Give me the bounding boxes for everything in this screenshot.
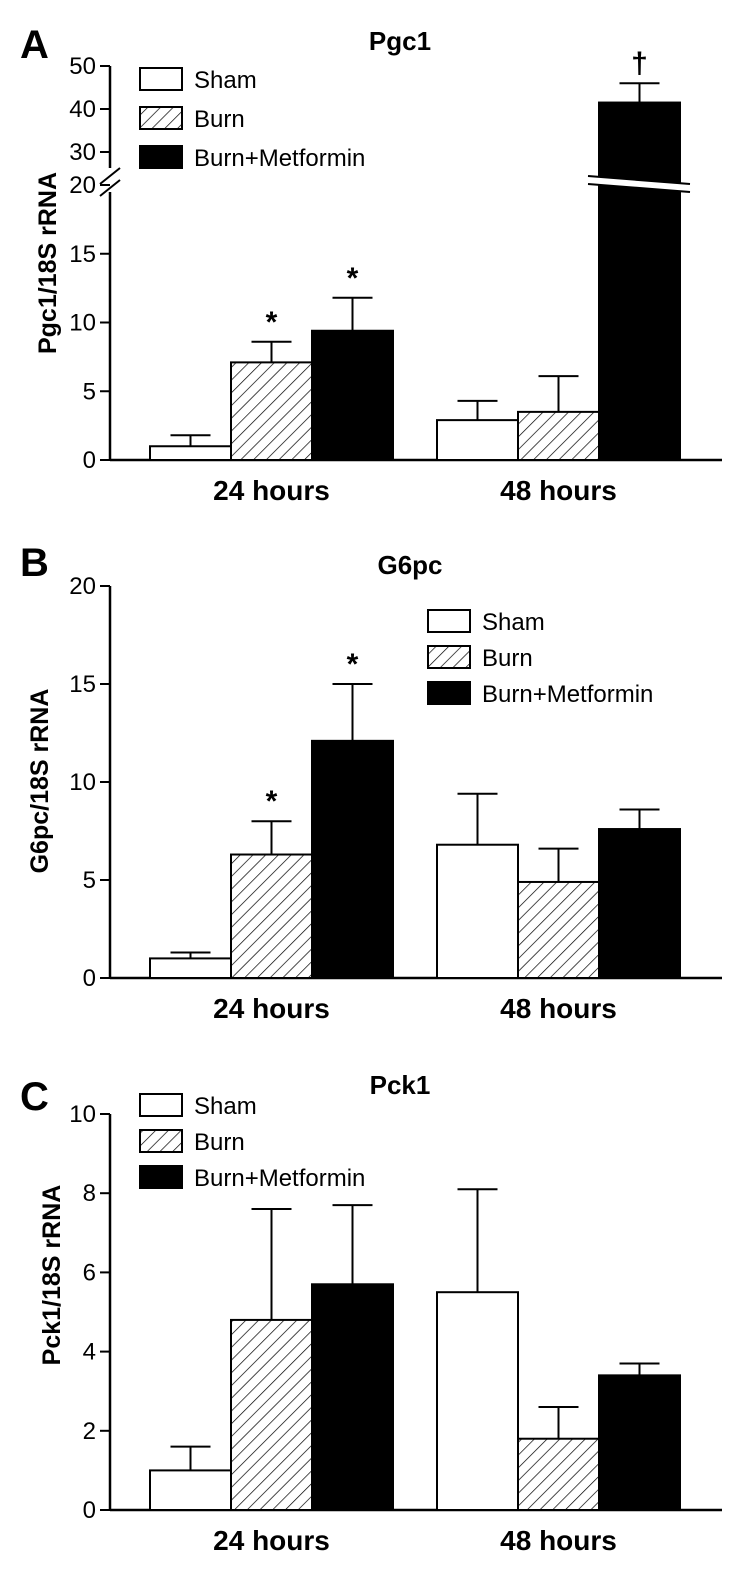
- bar-break-mark: [587, 175, 691, 185]
- bar: [230, 361, 313, 461]
- y-tick-label: 6: [83, 1259, 96, 1286]
- bar: [149, 445, 232, 461]
- legend-label: Burn: [194, 1129, 245, 1156]
- x-category-label: 24 hours: [213, 1525, 330, 1556]
- x-tick-labels: 24 hours 48 hours: [213, 993, 617, 1024]
- significance-marker: *: [266, 306, 278, 339]
- significance-marker: *: [347, 262, 359, 295]
- legend-label: Sham: [194, 1093, 257, 1120]
- y-tick-label: 0: [83, 447, 96, 474]
- y-tick-label: 30: [69, 139, 96, 166]
- chart-title: Pgc1: [369, 26, 431, 56]
- y-tick-label: 0: [83, 1497, 96, 1524]
- legend-label: Sham: [194, 67, 257, 94]
- y-tick-label: 10: [69, 769, 96, 796]
- bar: [517, 1437, 600, 1511]
- legend-label: Burn+Metformin: [482, 681, 653, 708]
- legend-swatch: [139, 106, 183, 130]
- bar-break-gap: [588, 176, 690, 192]
- x-tick-labels: 24 hours 48 hours: [213, 1525, 617, 1556]
- bars: [149, 1188, 681, 1512]
- legend: Sham Burn Burn+Metformin: [427, 609, 653, 708]
- legend-swatch: [427, 645, 471, 669]
- chart-title: G6pc: [377, 550, 442, 580]
- bar: [598, 828, 681, 979]
- x-category-label: 48 hours: [500, 1525, 617, 1556]
- bar: [517, 880, 600, 980]
- axis-break-mark: [99, 179, 121, 197]
- panel-letter: B: [20, 541, 49, 585]
- bar: [517, 410, 600, 461]
- significance-marker: *: [266, 785, 278, 818]
- x-category-label: 24 hours: [213, 993, 330, 1024]
- y-tick-label: 5: [83, 378, 96, 405]
- bar: [598, 1374, 681, 1511]
- bar: [311, 329, 394, 461]
- y-tick-label: 0: [83, 965, 96, 992]
- bar-break-mark: [587, 183, 691, 193]
- panel-letter: A: [20, 23, 49, 67]
- legend-swatch: [139, 145, 183, 169]
- y-tick-label: 40: [69, 96, 96, 123]
- legend-swatch: [139, 1165, 183, 1189]
- bar: [436, 419, 519, 461]
- significance-marker: †: [631, 47, 648, 80]
- y-axis-label: Pgc1/18S rRNA: [34, 172, 62, 354]
- panel-letter: C: [20, 1075, 49, 1119]
- bar: [311, 739, 394, 980]
- y-axis-label: G6pc/18S rRNA: [26, 689, 54, 874]
- legend-label: Burn: [482, 645, 533, 672]
- y-tick-label: 15: [69, 671, 96, 698]
- bar: [436, 1291, 519, 1511]
- y-tick-label: 20: [69, 172, 96, 199]
- bar: [230, 1318, 313, 1512]
- x-tick-labels: 24 hours 48 hours: [213, 475, 617, 506]
- y-axis-label: Pck1/18S rRNA: [38, 1185, 66, 1366]
- legend-label: Sham: [482, 609, 545, 636]
- legend-label: Burn+Metformin: [194, 145, 365, 172]
- y-tick-label: 20: [69, 573, 96, 600]
- axes: 0 5 10 15 20 30 40 50: [69, 53, 722, 474]
- panel-c: C Pck1 Pck1/18S rRNA 0 2 4 6 8 10 24 hours 48 …: [20, 1070, 722, 1556]
- legend-swatch: [139, 67, 183, 91]
- significance-marker: *: [347, 648, 359, 681]
- y-tick-label: 15: [69, 241, 96, 268]
- y-tick-label: 4: [83, 1339, 96, 1366]
- bar: [149, 957, 232, 980]
- bar: [230, 853, 313, 980]
- bar: [598, 101, 681, 462]
- bar: [436, 843, 519, 979]
- x-category-label: 48 hours: [500, 993, 617, 1024]
- legend-swatch: [427, 681, 471, 705]
- axis-break-mark: [99, 167, 121, 185]
- y-tick-label: 50: [69, 53, 96, 80]
- chart-title: Pck1: [370, 1070, 431, 1100]
- bars: **: [149, 648, 681, 980]
- y-tick-label: 10: [69, 310, 96, 337]
- legend-swatch: [427, 609, 471, 633]
- legend-label: Burn+Metformin: [194, 1165, 365, 1192]
- legend-label: Burn: [194, 106, 245, 133]
- x-category-label: 48 hours: [500, 475, 617, 506]
- legend-swatch: [139, 1093, 183, 1117]
- legend-swatch: [139, 1129, 183, 1153]
- y-tick-label: 2: [83, 1418, 96, 1445]
- x-category-label: 24 hours: [213, 475, 330, 506]
- y-tick-label: 10: [69, 1101, 96, 1128]
- bars: * * †: [149, 47, 691, 462]
- legend: Sham Burn Burn+Metformin: [139, 67, 365, 172]
- y-tick-label: 5: [83, 867, 96, 894]
- y-tick-label: 8: [83, 1180, 96, 1207]
- legend: Sham Burn Burn+Metformin: [139, 1093, 365, 1192]
- bar: [149, 1469, 232, 1512]
- bar: [311, 1283, 394, 1512]
